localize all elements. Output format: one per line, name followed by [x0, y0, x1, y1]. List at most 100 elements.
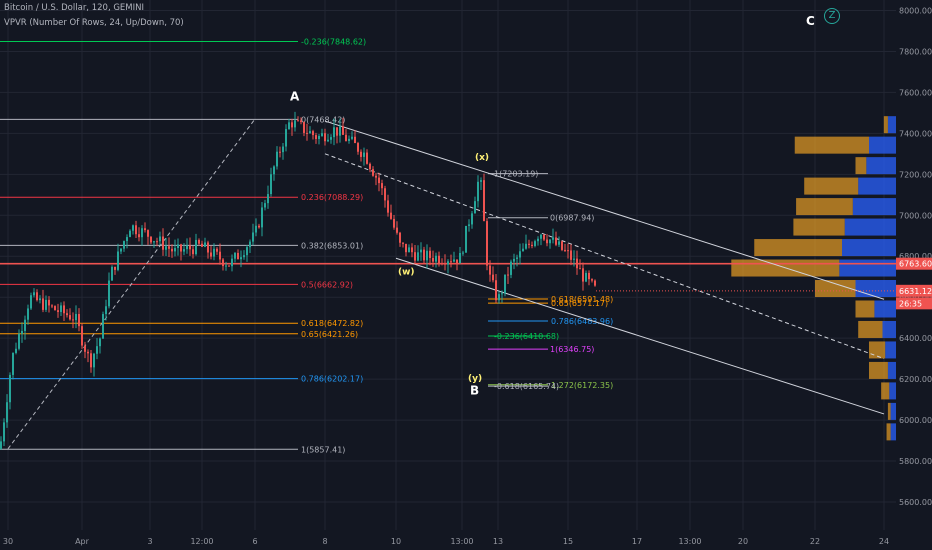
candle-body	[366, 152, 368, 164]
candle-body	[276, 151, 278, 167]
candle-body	[441, 263, 443, 265]
candle-body	[420, 249, 422, 253]
vp-bar-down	[815, 280, 856, 298]
candle-body	[39, 298, 41, 301]
candle-body	[474, 201, 476, 214]
candle-body	[456, 259, 458, 264]
candle-body	[411, 247, 413, 253]
candle-body	[51, 305, 53, 307]
vp-bar-up	[844, 218, 896, 236]
candle-body	[120, 248, 122, 252]
candle-body	[507, 274, 509, 276]
candle-body	[381, 183, 383, 189]
candle-body	[423, 249, 425, 261]
candle-body	[264, 203, 266, 208]
candle-body	[42, 298, 44, 310]
candle-body	[75, 313, 77, 321]
candle-body	[318, 135, 320, 140]
trend-line	[7, 118, 256, 450]
candle-body	[324, 133, 326, 142]
candle-body	[342, 126, 344, 135]
indicator-label[interactable]: VPVR (Number Of Rows, 24, Up/Down, 70)	[4, 18, 184, 28]
vp-bar-down	[869, 341, 886, 359]
candle-body	[12, 352, 14, 375]
candle-body	[480, 180, 482, 182]
candle-body	[543, 234, 545, 240]
wave-label: (w)	[398, 268, 415, 278]
candle-body	[9, 374, 11, 403]
candle-body	[105, 306, 107, 315]
candle-body	[534, 241, 536, 246]
time-tick-label: 17	[632, 537, 642, 546]
candle-body	[204, 242, 206, 247]
candle-body	[168, 246, 170, 249]
time-tick-label: 22	[810, 537, 820, 546]
price-axis: 5600.005800.006000.006200.006400.006600.…	[896, 0, 932, 550]
logo-icon: Z	[824, 8, 840, 24]
candle-body	[3, 422, 5, 442]
candle-body	[429, 250, 431, 258]
candle-body	[552, 237, 554, 240]
wave-label: B	[470, 383, 479, 397]
candle-body	[561, 241, 563, 250]
vp-bar-up	[869, 136, 896, 154]
candle-body	[141, 228, 143, 238]
candle-body	[87, 351, 89, 354]
candle-body	[447, 261, 449, 265]
vp-bar-down	[858, 320, 883, 338]
time-tick-label: 3	[147, 537, 152, 546]
vp-bar-up	[890, 402, 896, 420]
candle-body	[588, 272, 590, 280]
fib-level-label: 0(7468.42)	[301, 115, 345, 124]
candle-body	[72, 319, 74, 321]
fib-level-label: 0.65(6421.26)	[301, 330, 358, 339]
candle-body	[504, 274, 506, 294]
candle-body	[369, 163, 371, 170]
candle-body	[402, 242, 404, 244]
candle-body	[198, 239, 200, 244]
candle-body	[489, 265, 491, 275]
wave-annotations: A (x) (w) (y)B C	[290, 14, 815, 398]
candle-body	[378, 177, 380, 184]
vp-bar-down	[804, 177, 859, 195]
candle-body	[540, 234, 542, 239]
price-tick-label: 5800.00	[899, 457, 932, 466]
candle-body	[159, 236, 161, 242]
candle-body	[501, 293, 503, 295]
candle-body	[483, 180, 485, 222]
vp-bar-down	[869, 361, 888, 379]
trend-line	[395, 257, 885, 415]
candle-body	[129, 230, 131, 238]
time-tick-label: 15	[563, 537, 573, 546]
candle-body	[180, 244, 182, 252]
vp-bar-down	[796, 198, 853, 216]
candle-body	[492, 274, 494, 281]
candle-body	[594, 280, 596, 286]
candle-body	[126, 237, 128, 242]
candle-body	[579, 268, 581, 270]
fib-level-label: 0.5(6662.92)	[301, 280, 353, 289]
candle-body	[555, 237, 557, 245]
candles	[0, 111, 896, 450]
price-tick-label: 7200.00	[899, 170, 932, 179]
candle-body	[396, 227, 398, 233]
vp-bar-down	[794, 136, 869, 154]
candle-body	[519, 251, 521, 258]
candle-body	[279, 151, 281, 153]
fib-level-label: 1(7203.19)	[494, 170, 538, 179]
candle-body	[153, 241, 155, 243]
price-axis-bg	[896, 0, 932, 550]
candle-body	[531, 244, 533, 246]
trend-line	[324, 153, 885, 360]
candle-body	[288, 122, 290, 130]
candle-body	[246, 247, 248, 256]
candle-body	[333, 127, 335, 138]
candle-body	[414, 252, 416, 261]
candle-body	[69, 315, 71, 320]
price-badge-label: 6631.12	[899, 287, 932, 296]
chart-grid	[0, 0, 896, 530]
candle-body	[192, 249, 194, 255]
candle-body	[300, 120, 302, 122]
candle-body	[387, 200, 389, 213]
